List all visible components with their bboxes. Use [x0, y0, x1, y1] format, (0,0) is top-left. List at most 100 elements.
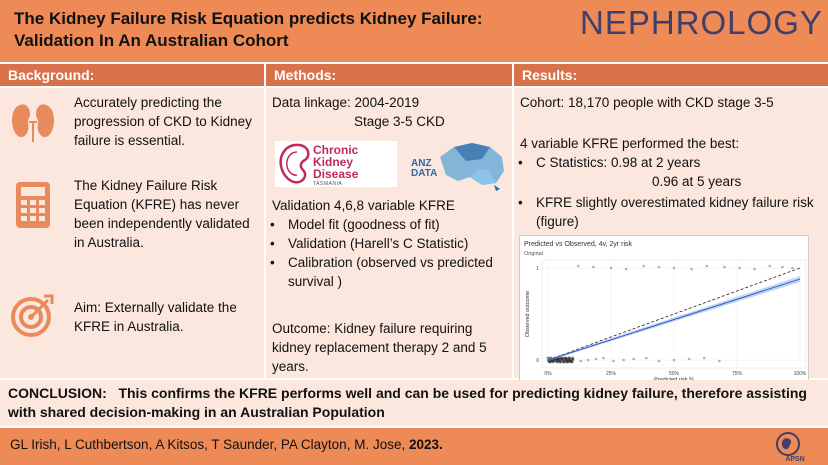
plot-point-outcome-0 — [602, 356, 605, 360]
plot-point-outcome-0 — [558, 360, 561, 364]
results-c-statistic-5yr: 0.96 at 5 years — [652, 174, 742, 189]
authors-names: GL Irish, L Cuthbertson, A Kitsos, T Sau… — [10, 437, 409, 452]
plot-x-tick-label: 25% — [606, 371, 617, 377]
plot-point-outcome-1 — [657, 265, 661, 269]
publication-year: 2023. — [408, 437, 443, 452]
methods-stage: Stage 3-5 CKD — [354, 114, 445, 129]
plot-ticks: 0% 25% 50% 75% 100% 0 1 — [536, 266, 807, 377]
plot-lines — [547, 267, 801, 361]
methods-linkage: Data linkage: 2004-2019 — [272, 95, 420, 110]
conclusion-label: CONCLUSION: — [8, 385, 107, 401]
plot-title: Predicted vs Observed, 4v, 2yr risk — [524, 241, 633, 248]
target-icon — [11, 294, 54, 337]
results-c-statistic: C Statistics: 0.98 at 2 years — [516, 153, 820, 172]
plot-point-outcome-0 — [564, 359, 568, 363]
plot-fit-line — [547, 278, 801, 361]
poster-title: The Kidney Failure Risk Equation predict… — [14, 8, 534, 52]
ckd-logo-word-2: Kidney — [313, 155, 354, 169]
methods-outcome: Outcome: Kidney failure requiring kidney… — [272, 321, 487, 374]
calibration-plot: Predicted vs Observed, 4v, 2yr risk Orig… — [519, 235, 809, 383]
ckd-logo-text: Chronic Kidney Disease — [313, 144, 358, 180]
plot-point-outcome-0 — [687, 357, 691, 361]
title-line-1: The Kidney Failure Risk Equation predict… — [14, 9, 483, 28]
plot-point-outcome-0 — [579, 359, 583, 363]
plot-point-outcome-1 — [791, 266, 794, 270]
conclusion-text: CONCLUSION: This confirms the KFRE perfo… — [8, 384, 820, 422]
plot-point-outcome-1 — [642, 264, 646, 268]
plot-point-outcome-0 — [571, 356, 575, 360]
background-text-3: Aim: Externally validate the KFRE in Aus… — [74, 300, 237, 334]
plot-subtitle: Original — [524, 251, 543, 257]
plot-point-outcome-1 — [723, 265, 726, 269]
plot-point-outcome-1 — [690, 267, 693, 271]
plot-point-outcome-0 — [657, 359, 661, 363]
ckd-logo-subtext: TASMANIA — [313, 181, 343, 187]
plot-x-tick-label: 0% — [544, 371, 552, 377]
plot-point-outcome-1 — [705, 264, 709, 268]
plot-x-tick-label: 100% — [794, 371, 807, 377]
plot-y-tick-label: 0 — [536, 358, 539, 364]
plot-point-outcome-0 — [566, 357, 570, 361]
methods-bullet: Calibration (observed vs predicted survi… — [268, 253, 508, 291]
apsn-logo-kidney — [781, 438, 792, 450]
title-line-2: Validation In An Australian Cohort — [14, 31, 289, 50]
plot-point-outcome-0 — [632, 357, 635, 361]
plot-point-outcome-0 — [562, 356, 566, 360]
plot-point-outcome-1 — [768, 264, 772, 268]
plot-point-outcome-1 — [672, 266, 676, 270]
methods-bullet: Validation (Harell’s C Statistic) — [268, 234, 508, 253]
results-cohort: Cohort: 18,170 people with CKD stage 3-5 — [520, 95, 774, 110]
methods-heading: Methods: — [266, 64, 512, 86]
results-bullet-list: C Statistics: 0.98 at 2 years 0.96 at 5 … — [516, 153, 820, 231]
plot-x-tick-label: 75% — [732, 371, 743, 377]
plot-grid — [542, 260, 806, 368]
plot-point-outcome-0 — [622, 358, 625, 362]
plot-point-outcome-1 — [624, 267, 628, 271]
plot-point-outcome-0 — [644, 356, 648, 360]
results-overestimate: KFRE slightly overestimated kidney failu… — [516, 193, 820, 231]
author-list: GL Irish, L Cuthbertson, A Kitsos, T Sau… — [10, 437, 443, 452]
plot-y-tick-label: 1 — [536, 266, 539, 272]
results-best: 4 variable KFRE performed the best: — [520, 136, 740, 151]
plot-point-outcome-1 — [781, 265, 784, 269]
plot-point-outcome-1 — [738, 266, 741, 270]
ckd-kidney-logo-icon — [279, 143, 310, 184]
conclusion-body: This confirms the KFRE performs well and… — [8, 385, 807, 420]
plot-point-outcome-0 — [594, 357, 598, 361]
anz-data-logo — [440, 143, 504, 191]
background-text-2: The Kidney Failure Risk Equation (KFRE) … — [74, 178, 250, 250]
apsn-logo-icon — [776, 432, 800, 456]
methods-bullet: Model fit (goodness of fit) — [268, 215, 508, 234]
background-text-1: Accurately predicting the progression of… — [74, 95, 252, 148]
plot-point-outcome-0 — [571, 358, 575, 362]
footer-bar — [0, 428, 828, 465]
ckd-logo-word-3: Disease — [313, 167, 359, 181]
plot-point-outcome-0 — [554, 359, 557, 363]
plot-point-outcome-0 — [559, 356, 562, 360]
plot-point-outcome-0 — [561, 360, 565, 364]
plot-point-outcome-1 — [609, 266, 613, 270]
brand-label: NEPHROLOGY — [580, 4, 823, 41]
methods-validation: Validation 4,6,8 variable KFRE — [272, 198, 455, 213]
apsn-logo-text: APSN — [785, 456, 804, 463]
conclusion-panel — [0, 380, 828, 426]
plot-point-outcome-0 — [702, 356, 706, 360]
apsn-logo: APSN — [776, 432, 805, 463]
plot-point-outcome-0 — [559, 358, 562, 362]
plot-point-outcome-0 — [718, 359, 721, 363]
anz-logo-text: ANZ DATA — [411, 159, 437, 179]
plot-x-tick-label: 50% — [669, 371, 680, 377]
plot-point-outcome-1 — [753, 267, 756, 271]
calculator-icon — [16, 182, 50, 228]
calibration-plot-svg: Predicted vs Observed, 4v, 2yr risk Orig… — [524, 241, 807, 383]
anz-logo-word-1: ANZ — [411, 158, 432, 169]
plot-point-outcome-0 — [612, 359, 615, 363]
background-heading: Background: — [0, 64, 264, 86]
header-bar — [0, 0, 828, 62]
plot-point-outcome-0 — [587, 358, 590, 362]
ckd-logo-word-1: Chronic — [313, 143, 359, 157]
plot-point-outcome-1 — [592, 265, 595, 269]
anz-logo-word-2: DATA — [411, 168, 438, 179]
ckd-tasmania-logo — [275, 141, 397, 187]
kidney-icon — [12, 104, 54, 142]
